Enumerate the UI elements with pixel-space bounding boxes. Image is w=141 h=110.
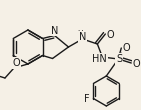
Text: F: F <box>84 94 89 104</box>
Text: HN: HN <box>92 54 107 64</box>
Text: N: N <box>51 26 58 36</box>
Text: O: O <box>132 59 140 69</box>
Text: O: O <box>106 30 114 40</box>
Text: N: N <box>79 32 86 42</box>
Text: H: H <box>78 29 83 38</box>
Text: O: O <box>123 43 130 53</box>
Text: S: S <box>116 54 122 64</box>
Text: O: O <box>12 58 20 68</box>
